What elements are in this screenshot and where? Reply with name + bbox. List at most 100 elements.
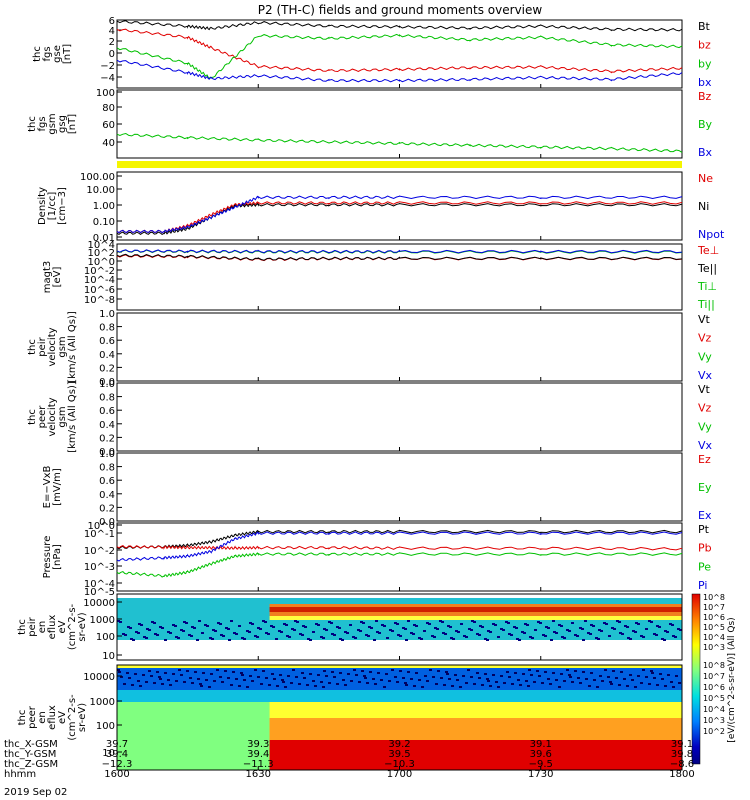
spectrogram-speckle: [515, 627, 518, 629]
spectrogram-speckle: [197, 678, 200, 680]
spectrogram-speckle: [369, 671, 372, 673]
spectrogram-speckle: [615, 677, 618, 679]
spectrogram-speckle: [309, 639, 312, 641]
spectrogram-speckle: [626, 685, 629, 687]
legend-entry: Vt: [698, 313, 711, 326]
y-tick-label: 100.00: [80, 172, 115, 183]
y-tick-label: 0.8: [99, 323, 115, 334]
legend-entry: Vz: [698, 332, 712, 345]
spectrogram-speckle: [128, 677, 131, 679]
spectrogram-speckle: [435, 683, 438, 685]
spectrogram-speckle: [388, 680, 391, 682]
spectrogram-speckle: [582, 639, 585, 641]
spectrogram-speckle: [323, 628, 326, 630]
spectrogram-speckle: [172, 673, 175, 675]
spectrogram-speckle: [278, 630, 281, 632]
spectrogram-speckle: [295, 676, 298, 678]
y-axis-label: thc: [27, 339, 38, 355]
spectrogram-speckle: [538, 675, 541, 677]
spectrogram-speckle: [589, 633, 592, 635]
spectrogram-speckle: [664, 630, 667, 632]
spectrogram-speckle: [124, 634, 127, 636]
panel-e-field: 1.0 0.8 0.6 0.4 0.2 0.0 E=−VxB [mV/m] Ez Ey Ex: [42, 449, 712, 528]
spectrogram-speckle: [629, 674, 632, 676]
spectrogram-speckle: [467, 669, 470, 671]
spectrogram-band: [117, 702, 270, 770]
spectrogram-speckle: [527, 685, 530, 687]
y-tick-label: 1.0: [99, 309, 115, 320]
spectrogram-speckle: [555, 632, 558, 634]
ephemeris-row-label: hhmm: [4, 769, 36, 780]
spectrogram-speckle: [492, 623, 495, 625]
spectrogram-band: [269, 607, 682, 612]
spectrogram-speckle: [268, 684, 271, 686]
spectrogram-speckle: [140, 624, 143, 626]
ephemeris-value: 39.3: [247, 739, 269, 750]
y-tick-label: 0.2: [99, 503, 115, 514]
y-axis-label: [mV/m]: [52, 468, 63, 506]
spectrogram-speckle: [418, 637, 421, 639]
y-axis-label: [1/cc]: [47, 192, 58, 221]
spectrogram-speckle: [230, 684, 233, 686]
panel-peer-eflux: 10000 1000 100 10 thc peer en eflux eV (cm^2-s-sr…: [17, 664, 683, 771]
spectrogram-speckle: [609, 681, 612, 683]
spectrogram-speckle: [618, 621, 621, 623]
spectrogram-speckle: [607, 676, 610, 678]
spectrogram-speckle: [175, 636, 178, 638]
spectrogram-speckle: [338, 627, 341, 629]
spectrogram-speckle: [486, 678, 489, 680]
spectrogram-speckle: [271, 673, 274, 675]
legend-entry: Vy: [698, 420, 712, 433]
panel-density: 100.00 10.00 1.00 0.10 0.01 Density [1/cc] [cm−…: [37, 171, 725, 244]
spectrogram-speckle: [200, 685, 203, 687]
spectrogram-speckle: [344, 631, 347, 633]
spectrogram-speckle: [424, 675, 427, 677]
colorbar: [eV/(cm^2-s-sr-eV)] (All Qs) 10^810^710^…: [691, 593, 737, 765]
series-line-Te||: [116, 253, 683, 261]
colorbar-ticks: 10^810^710^610^510^410^310^810^710^610^5…: [703, 593, 725, 736]
y-axis-label: [eV]: [52, 267, 63, 288]
y-tick-label: −2: [100, 61, 115, 72]
spectrogram-speckle: [285, 624, 288, 626]
spectrogram-speckle: [365, 634, 368, 636]
spectrogram-speckle: [275, 638, 278, 640]
spectrogram-speckle: [190, 635, 193, 637]
spectrogram-speckle: [254, 635, 257, 637]
spectrogram-speckle: [217, 622, 220, 624]
spectrogram-speckle: [500, 675, 503, 677]
spectrogram-speckle: [463, 635, 466, 637]
spectrogram-speckle: [145, 637, 148, 639]
spectrogram-speckle: [301, 672, 304, 674]
spectrogram-speckle: [307, 638, 310, 640]
spectrogram-speckle: [524, 623, 527, 625]
spectrogram-speckle: [518, 639, 521, 641]
spectrogram-speckle: [138, 623, 141, 625]
spectrogram-speckle: [457, 631, 460, 633]
series-line-By: [116, 132, 683, 153]
spectrogram-speckle: [227, 628, 230, 630]
spectrogram-speckle: [225, 627, 228, 629]
spectrogram-speckle: [413, 685, 416, 687]
ephemeris-value: 39.2: [388, 739, 410, 750]
spectrogram-speckle: [204, 624, 207, 626]
spectrogram-speckle: [521, 631, 524, 633]
spectrogram-speckle: [161, 627, 164, 629]
panel-frame: [116, 243, 683, 311]
spectrogram-speckle: [383, 625, 386, 627]
spectrogram-speckle: [600, 630, 603, 632]
spectrogram-speckle: [228, 639, 231, 641]
spectrogram-speckle: [568, 674, 571, 676]
y-axis-label: (cm^2-s-: [67, 603, 78, 650]
spectrogram-speckle: [180, 674, 183, 676]
spectrogram-speckle: [612, 670, 615, 672]
legend-entry: Ni: [698, 200, 709, 213]
spectrogram-speckle: [314, 685, 317, 687]
ephemeris-row-label: thc_Y-GSM: [4, 749, 56, 760]
spectrogram-speckle: [177, 637, 180, 639]
spectrogram-speckle: [550, 639, 553, 641]
spectrogram-speckle: [317, 624, 320, 626]
ephemeris-value: 39.1: [530, 739, 552, 750]
spectrogram-speckle: [191, 626, 194, 628]
spectrogram-speckle: [210, 673, 213, 675]
colorbar-tick-label: 10^6: [703, 613, 725, 622]
